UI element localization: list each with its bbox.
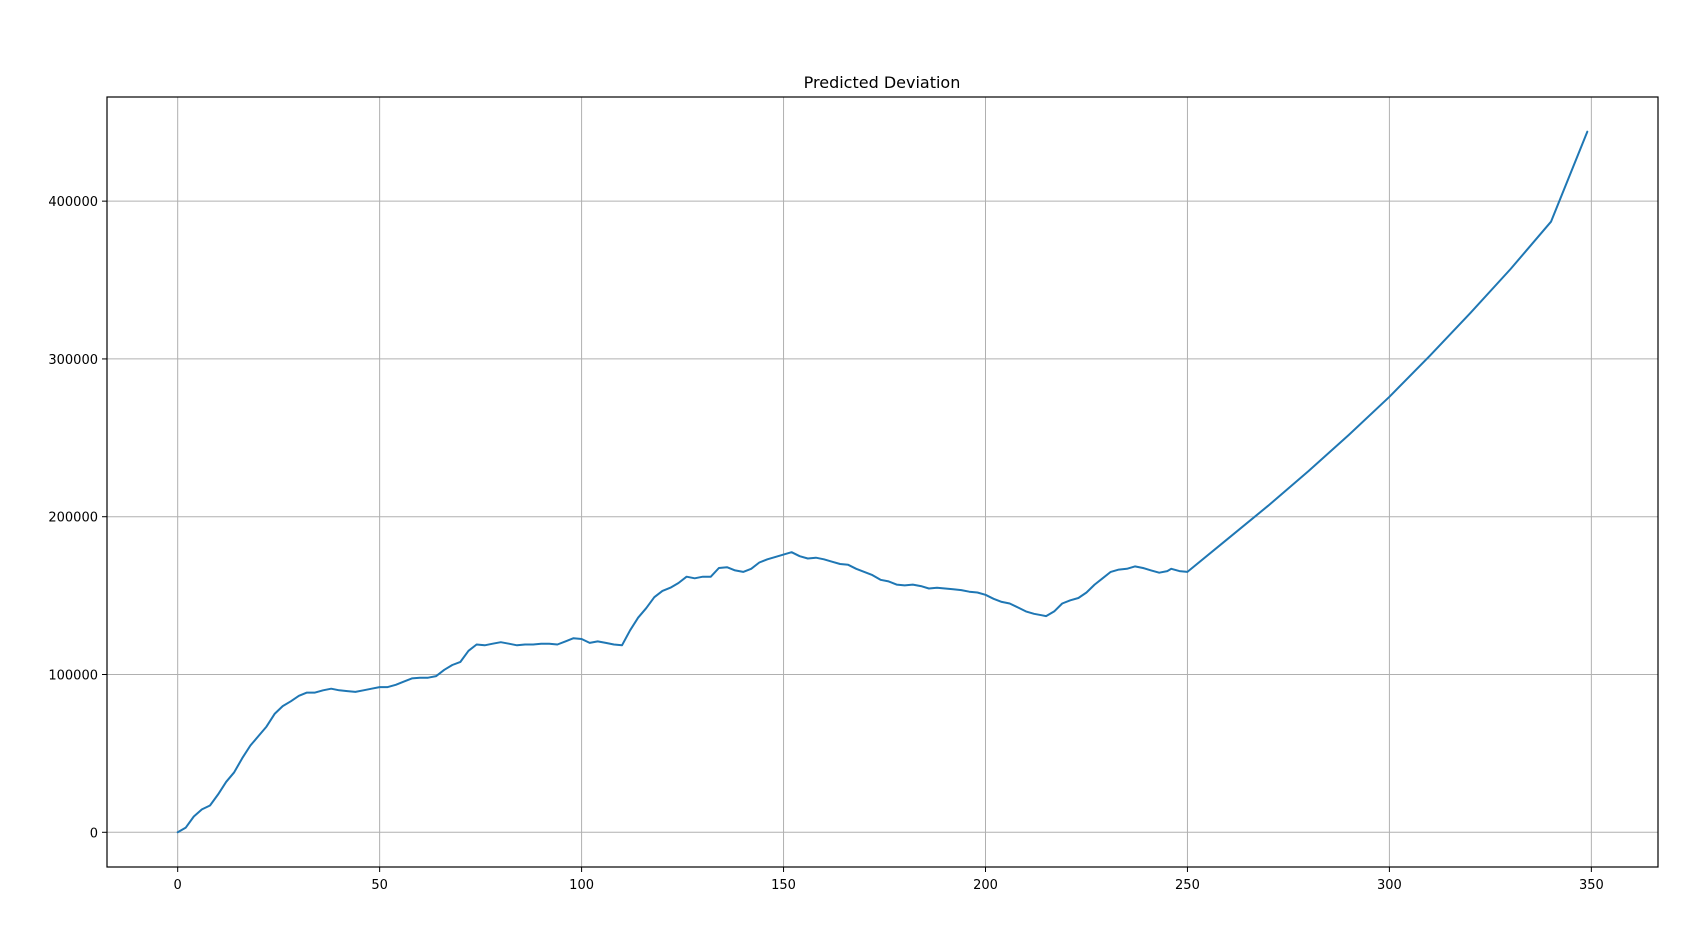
x-tick-label: 0 (174, 878, 182, 893)
chart-title: Predicted Deviation (804, 73, 961, 92)
y-tick-label: 0 (90, 826, 98, 841)
x-tick-label: 200 (973, 878, 998, 893)
y-tick-label: 400000 (48, 195, 98, 210)
x-axis: 0 50 100 150 200 250 300 350 (174, 867, 1604, 893)
y-tick-label: 300000 (48, 353, 98, 368)
x-tick-label: 250 (1175, 878, 1200, 893)
x-tick-label: 100 (569, 878, 594, 893)
y-tick-label: 200000 (48, 511, 98, 526)
x-tick-label: 300 (1377, 878, 1402, 893)
y-axis: 0 100000 200000 300000 400000 (48, 195, 107, 841)
series-line (176, 130, 1589, 834)
series-layer (176, 130, 1589, 834)
plot-frame (106, 96, 1659, 868)
x-tick-label: 50 (371, 878, 388, 893)
x-tick-label: 350 (1579, 878, 1604, 893)
x-tick-label: 150 (771, 878, 796, 893)
y-tick-label: 100000 (48, 669, 98, 684)
grid-lines (107, 97, 1658, 867)
